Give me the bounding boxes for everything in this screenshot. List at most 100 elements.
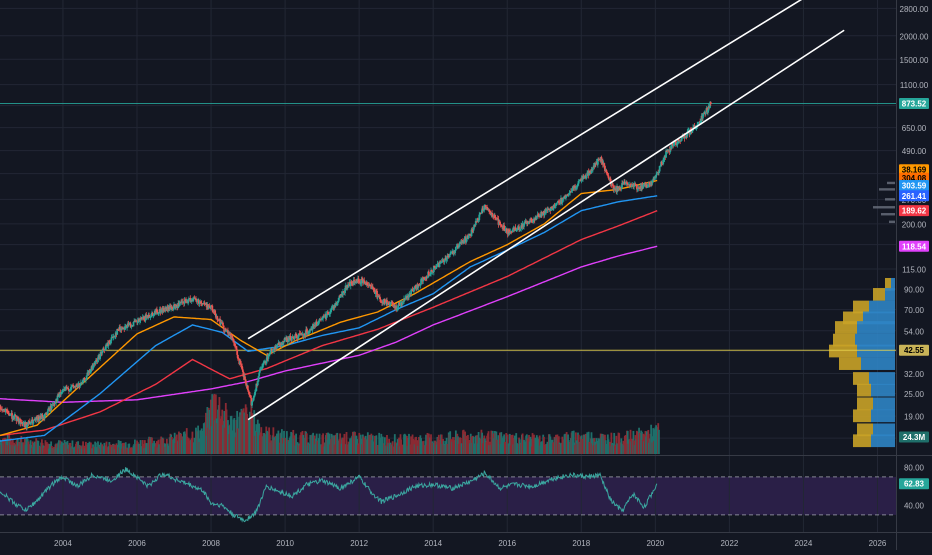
- volume-bar: [590, 432, 593, 454]
- price-marker-label: 261.41: [902, 192, 927, 201]
- candle-body: [504, 228, 507, 231]
- candle-body: [363, 280, 366, 282]
- candle-body: [432, 265, 435, 272]
- volume-profile-upper: [889, 220, 895, 224]
- candle-body: [552, 204, 555, 209]
- volume-profile-sell: [873, 423, 895, 437]
- candle-body: [447, 256, 450, 258]
- candle-body: [139, 318, 142, 321]
- candle-body: [318, 318, 321, 321]
- candle-body: [514, 227, 517, 231]
- candle-body: [371, 286, 373, 289]
- candle-body: [232, 338, 234, 340]
- candle-body: [16, 416, 19, 419]
- candle-body: [378, 296, 381, 300]
- candle-body: [545, 209, 547, 214]
- candle-body: [322, 316, 324, 319]
- candle-body: [359, 282, 361, 284]
- price-marker-badge: [899, 205, 929, 217]
- volume-profile-buy: [853, 372, 869, 385]
- candle-body: [329, 311, 332, 315]
- candle-body: [489, 211, 491, 212]
- candle-body: [508, 229, 511, 234]
- volume-bars: [0, 394, 660, 454]
- candle-body: [592, 167, 594, 171]
- candle-body: [267, 354, 270, 359]
- candle-body: [684, 137, 687, 139]
- candle-body: [491, 212, 493, 215]
- candle-body: [183, 300, 186, 304]
- candle-body: [474, 221, 477, 226]
- candle-body: [660, 161, 663, 165]
- candle-body: [258, 369, 261, 373]
- candle-body: [41, 414, 44, 420]
- volume-profile: [829, 181, 895, 448]
- candle-body: [694, 128, 697, 129]
- price-axis-label: 2000.00: [900, 32, 929, 41]
- candle-body: [386, 303, 389, 305]
- candle-body: [480, 212, 483, 214]
- candle-body: [134, 321, 136, 323]
- candle-body: [178, 302, 181, 306]
- candle-body: [86, 372, 89, 376]
- candle-body: [69, 389, 72, 391]
- candle-body: [288, 337, 290, 342]
- candle-body: [371, 286, 374, 288]
- candle-body: [222, 322, 224, 326]
- time-axis-label: 2026: [869, 539, 887, 548]
- price-axis-label: 19.00: [904, 413, 925, 422]
- candle-body: [83, 378, 86, 381]
- candle-body: [339, 295, 342, 298]
- candle-body: [2, 409, 5, 410]
- price-axis-label: 490.00: [902, 147, 927, 156]
- volume-bar: [613, 432, 616, 454]
- candle-body: [143, 320, 146, 322]
- candle-body: [467, 235, 470, 238]
- candle-body: [219, 319, 222, 325]
- candle-body: [149, 316, 152, 318]
- candle-body: [196, 300, 199, 302]
- candle-body: [14, 415, 17, 416]
- moving-average-line: [0, 179, 658, 437]
- candle-body: [38, 419, 41, 421]
- candle-body: [246, 385, 249, 391]
- candle-body: [97, 357, 99, 363]
- candle-body: [198, 303, 201, 305]
- moving-average-line: [0, 245, 658, 404]
- candle-body: [187, 299, 190, 304]
- candle-body: [236, 354, 239, 359]
- candle-body: [450, 251, 453, 253]
- candle-body: [488, 209, 491, 212]
- candle-body: [257, 376, 260, 382]
- candle-body: [360, 279, 363, 284]
- volume-bar: [343, 433, 346, 454]
- candle-body: [94, 360, 97, 365]
- candle-body: [158, 312, 160, 314]
- candle-body: [249, 395, 252, 399]
- time-axis-label: 2008: [202, 539, 220, 548]
- time-axis-label: 2020: [646, 539, 664, 548]
- candle-body: [594, 163, 596, 167]
- candle-body: [271, 351, 274, 353]
- candle-body: [633, 183, 636, 186]
- volume-bar: [538, 435, 541, 454]
- candle-body: [680, 140, 682, 142]
- candle-body: [126, 327, 129, 329]
- candle-body: [680, 136, 683, 141]
- candle-body: [279, 343, 282, 346]
- candle-body: [60, 392, 63, 394]
- candle-body: [369, 284, 371, 286]
- candle-body: [491, 214, 494, 217]
- candle-body: [212, 310, 214, 312]
- candle-body: [92, 366, 94, 370]
- candle-body: [202, 303, 204, 305]
- candle-body: [256, 381, 259, 386]
- candle-body: [46, 411, 49, 415]
- candle-body: [709, 102, 711, 108]
- candle-body: [323, 316, 326, 318]
- candle-body: [160, 309, 163, 313]
- volume-bar: [358, 432, 361, 454]
- candle-body: [435, 267, 437, 269]
- candle-body: [440, 261, 443, 263]
